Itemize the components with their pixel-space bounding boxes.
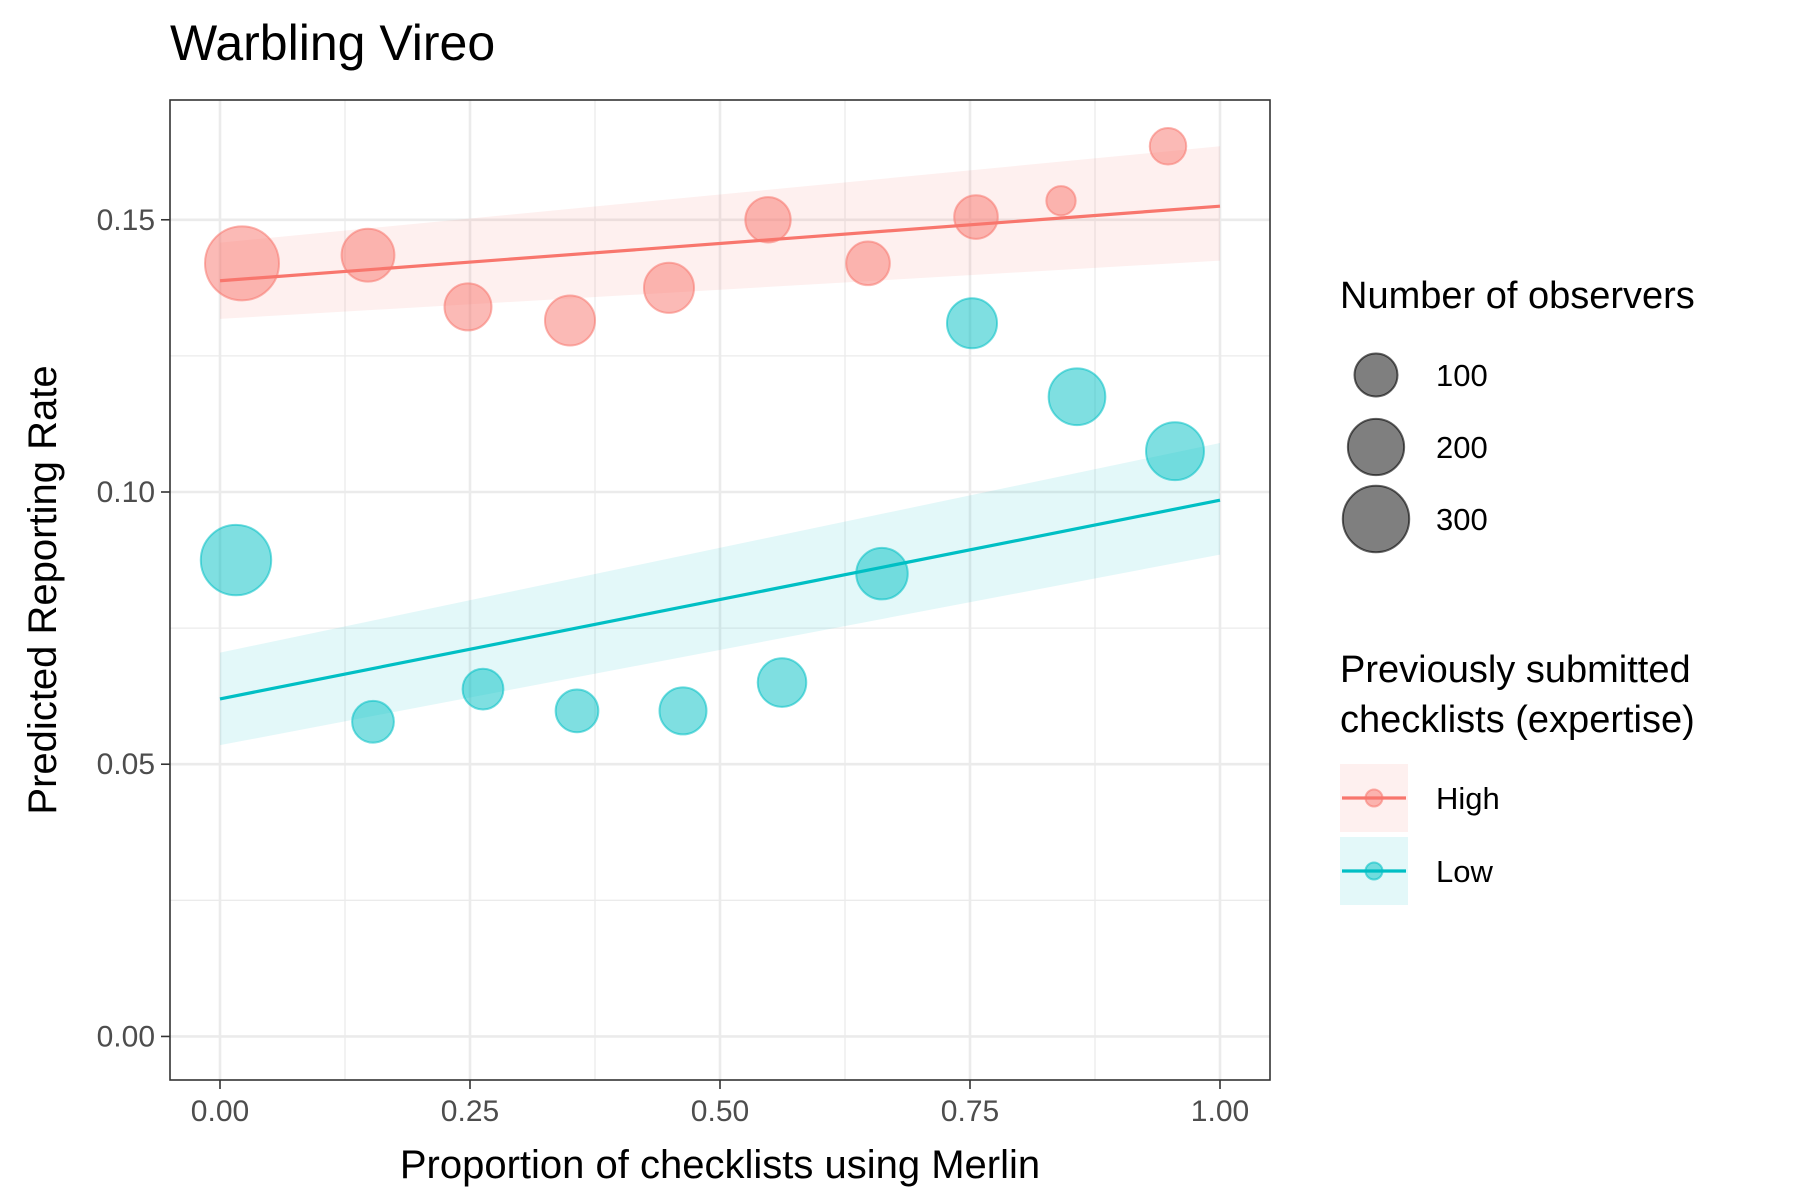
- data-point-high: [1148, 127, 1188, 166]
- y-tick-label: 0.15: [97, 204, 155, 237]
- y-axis-title: Predicted Reporting Rate: [21, 365, 65, 814]
- x-tick-label: 0.25: [441, 1095, 499, 1128]
- data-point-high: [953, 194, 999, 240]
- size-legend-label: 200: [1436, 430, 1488, 465]
- data-point-low: [461, 667, 505, 711]
- trend-line-low: [219, 498, 1221, 701]
- data-point-low: [658, 686, 708, 736]
- size-legend-title: Number of observers: [1340, 275, 1695, 317]
- data-point-low: [554, 688, 600, 734]
- size-legend-label: 100: [1436, 358, 1488, 393]
- grid: [170, 100, 1270, 1080]
- y-tick-label: 0.00: [97, 1020, 155, 1053]
- y-axis: 0.00 0.05 0.10 0.15: [97, 204, 170, 1053]
- size-legend: Number of observers 100 200 300: [1340, 275, 1695, 554]
- data-point-low: [945, 297, 999, 350]
- data-point-high: [1045, 185, 1077, 217]
- size-legend-label: 300: [1436, 502, 1488, 537]
- color-legend-point-low: [1364, 861, 1384, 881]
- data-point-high: [543, 294, 597, 347]
- data-point-high: [443, 282, 493, 332]
- confidence-bands: [220, 146, 1220, 746]
- data-point-low: [351, 699, 395, 744]
- size-legend-key: [1341, 484, 1411, 554]
- chart-title: Warbling Vireo: [170, 15, 495, 71]
- confidence-band-high: [220, 146, 1220, 319]
- size-legend-key: [1353, 352, 1399, 398]
- x-tick-label: 0.00: [191, 1095, 249, 1128]
- color-legend-label-low: Low: [1436, 854, 1493, 889]
- confidence-band-low: [220, 443, 1220, 746]
- data-point-low: [199, 523, 273, 597]
- x-tick-label: 0.50: [691, 1095, 749, 1128]
- y-tick-label: 0.10: [97, 476, 155, 509]
- data-point-high: [845, 240, 891, 287]
- color-legend-title-line-2: checklists (expertise): [1340, 699, 1695, 741]
- x-axis: 0.00 0.25 0.50 0.75 1.00: [191, 1080, 1249, 1128]
- data-point-low: [1047, 367, 1107, 427]
- x-tick-label: 1.00: [1191, 1095, 1249, 1128]
- data-point-high: [744, 196, 792, 244]
- size-legend-key: [1346, 417, 1406, 477]
- data-point-low: [756, 657, 808, 708]
- data-point-low: [1145, 421, 1205, 482]
- data-points: [199, 127, 1205, 744]
- data-point-high: [203, 225, 281, 302]
- x-tick-label: 0.75: [941, 1095, 999, 1128]
- data-point-high: [642, 261, 696, 314]
- color-legend-title-line-1: Previously submitted: [1340, 649, 1691, 691]
- x-axis-title: Proportion of checklists using Merlin: [400, 1143, 1040, 1187]
- data-point-high: [340, 227, 396, 283]
- color-legend-label-high: High: [1436, 781, 1500, 816]
- color-legend-point-high: [1364, 788, 1384, 808]
- color-legend: Previously submitted checklists (experti…: [1340, 649, 1695, 905]
- data-point-low: [855, 546, 909, 601]
- y-tick-label: 0.05: [97, 748, 155, 781]
